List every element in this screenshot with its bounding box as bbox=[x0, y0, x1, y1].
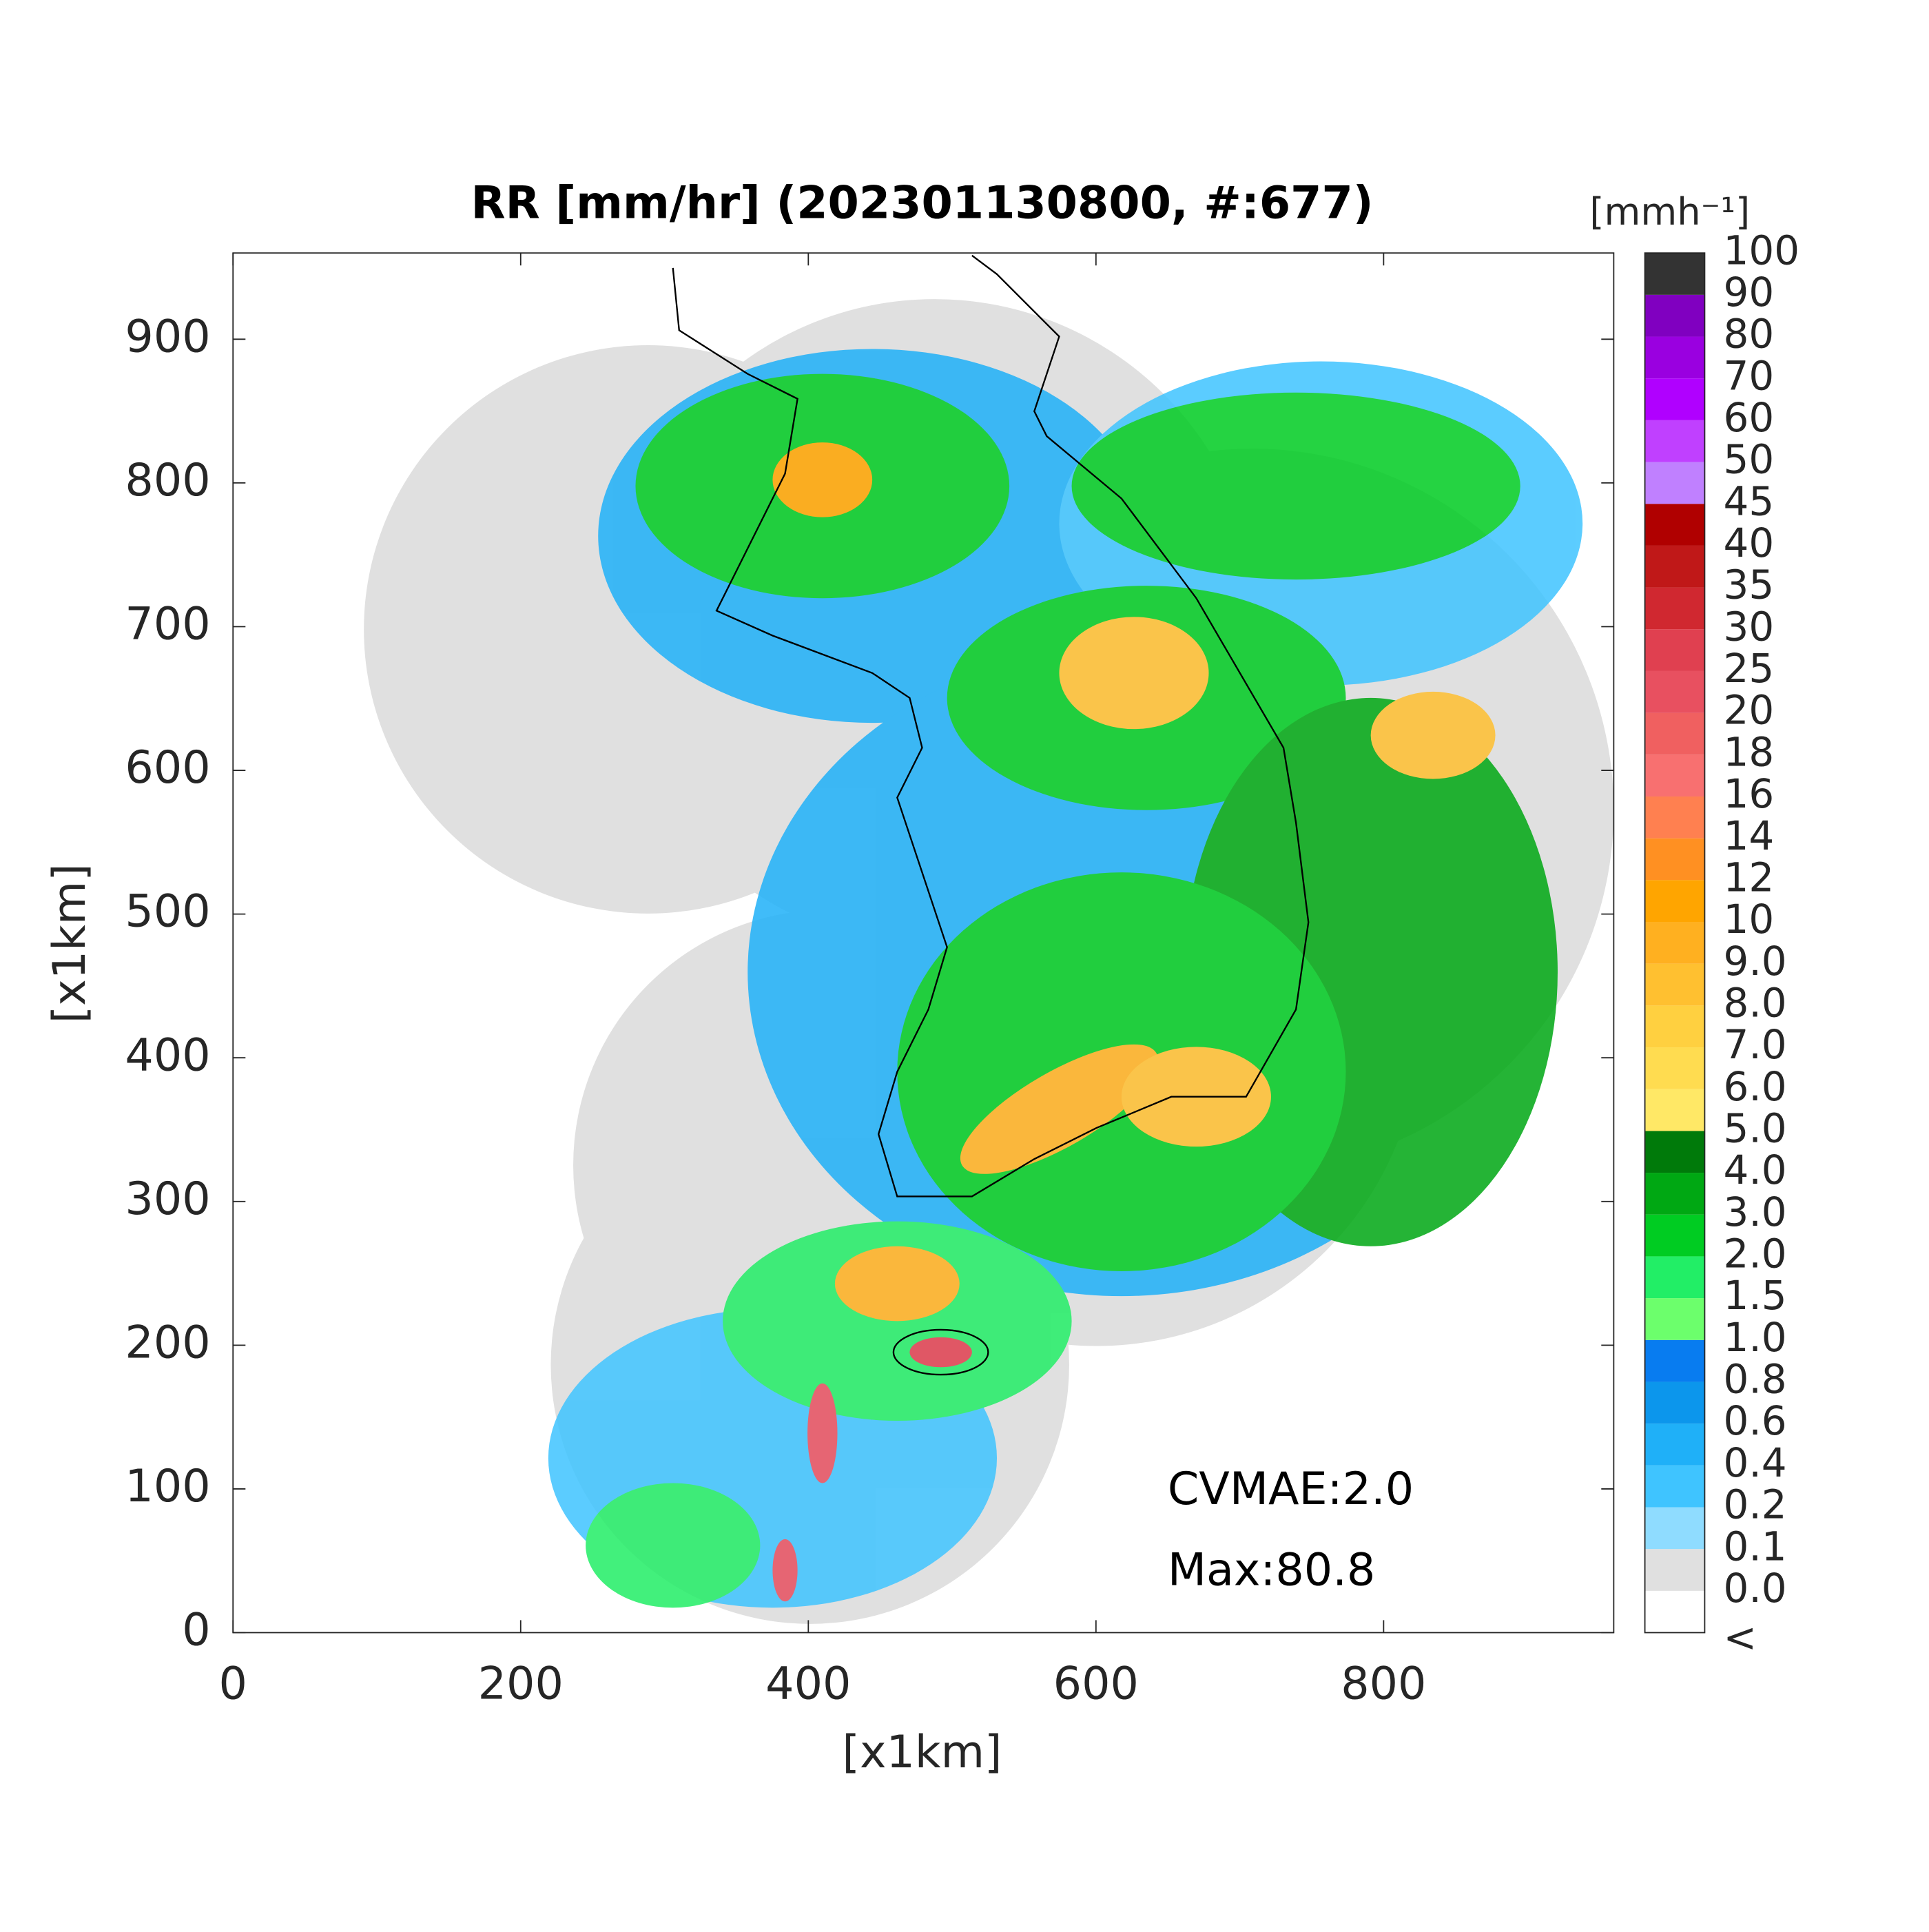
colorbar-tick-label: 18 bbox=[1724, 728, 1775, 775]
colorbar-band bbox=[1644, 1465, 1705, 1508]
colorbar-band bbox=[1644, 1131, 1705, 1173]
y-tick-label: 700 bbox=[125, 599, 210, 650]
colorbar-band bbox=[1644, 670, 1705, 713]
colorbar-band bbox=[1644, 922, 1705, 964]
colorbar-band bbox=[1644, 1590, 1705, 1633]
colorbar-tick-label: 70 bbox=[1724, 352, 1775, 399]
colorbar-band bbox=[1644, 838, 1705, 881]
colorbar-band bbox=[1644, 253, 1705, 295]
annotation: Max:80.8 bbox=[1168, 1545, 1376, 1596]
colorbar-band bbox=[1644, 1214, 1705, 1257]
colorbar-band bbox=[1644, 420, 1705, 462]
y-tick-label: 800 bbox=[125, 455, 210, 506]
colorbar-band bbox=[1644, 378, 1705, 420]
colorbar-tick-label: 1.5 bbox=[1724, 1272, 1787, 1319]
colorbar-tick-label: 35 bbox=[1724, 562, 1775, 608]
colorbar-band bbox=[1644, 1298, 1705, 1340]
colorbar-band bbox=[1644, 1005, 1705, 1048]
colorbar-tick-label: 20 bbox=[1724, 687, 1775, 734]
colorbar-tick-label: 0.6 bbox=[1724, 1397, 1787, 1444]
x-tick-label: 200 bbox=[478, 1658, 564, 1709]
y-tick-label: 500 bbox=[125, 886, 210, 938]
colorbar-band bbox=[1644, 754, 1705, 797]
x-tick-label: 800 bbox=[1341, 1658, 1426, 1709]
colorbar-tick-label: 40 bbox=[1724, 520, 1775, 566]
y-tick-label: 200 bbox=[125, 1317, 210, 1368]
colorbar-tick-label: 45 bbox=[1724, 477, 1775, 524]
colorbar-band bbox=[1644, 880, 1705, 923]
colorbar-tick-label: 3.0 bbox=[1724, 1189, 1787, 1235]
colorbar-tick-label: 16 bbox=[1724, 770, 1775, 817]
colorbar-band bbox=[1644, 1173, 1705, 1215]
x-axis-label: [x1km] bbox=[843, 1727, 1002, 1778]
colorbar-band bbox=[1644, 963, 1705, 1006]
y-tick-label: 400 bbox=[125, 1029, 210, 1081]
colorbar-band bbox=[1644, 629, 1705, 671]
colorbar-band bbox=[1644, 712, 1705, 755]
y-tick-label: 0 bbox=[182, 1605, 210, 1656]
colorbar-tick-label: 0.8 bbox=[1724, 1356, 1787, 1403]
colorbar-band bbox=[1644, 1089, 1705, 1131]
colorbar-tick-label: 2.0 bbox=[1724, 1231, 1787, 1277]
colorbar-tick-label: 10 bbox=[1724, 896, 1775, 943]
colorbar-tick-label: 0.1 bbox=[1724, 1523, 1787, 1570]
annotation: CVMAE:2.0 bbox=[1168, 1463, 1414, 1515]
rain-echoes bbox=[548, 349, 1583, 1608]
colorbar-label: [mmh⁻¹] bbox=[1589, 190, 1750, 234]
colorbar-tick-label: 90 bbox=[1724, 269, 1775, 316]
colorbar-tick-label: 8.0 bbox=[1724, 979, 1787, 1026]
colorbar-band bbox=[1644, 1381, 1705, 1424]
colorbar-band bbox=[1644, 336, 1705, 379]
colorbar-tick-label: 25 bbox=[1724, 645, 1775, 692]
colorbar-tick-label: 0.4 bbox=[1724, 1439, 1787, 1486]
colorbar-tick-label: 1.0 bbox=[1724, 1314, 1787, 1361]
radar-field bbox=[364, 254, 1614, 1624]
colorbar-tick-label: 80 bbox=[1724, 311, 1775, 358]
x-tick-label: 600 bbox=[1053, 1658, 1139, 1709]
colorbar-tick-label: 50 bbox=[1724, 436, 1775, 483]
colorbar-band bbox=[1644, 1507, 1705, 1550]
colorbar-tick-label: 100 bbox=[1724, 227, 1799, 274]
colorbar-band bbox=[1644, 796, 1705, 839]
y-axis-label: [x1km] bbox=[44, 863, 96, 1023]
x-tick-label: 400 bbox=[765, 1658, 851, 1709]
colorbar-band bbox=[1644, 462, 1705, 504]
y-tick-label: 100 bbox=[125, 1461, 210, 1512]
colorbar-tick-label: 6.0 bbox=[1724, 1063, 1787, 1110]
colorbar-tick-label: 4.0 bbox=[1724, 1147, 1787, 1193]
x-tick-label: 0 bbox=[219, 1658, 247, 1709]
y-tick-label: 900 bbox=[125, 311, 210, 362]
colorbar-band bbox=[1644, 1339, 1705, 1382]
colorbar-band bbox=[1644, 1424, 1705, 1466]
colorbar-frame bbox=[1644, 252, 1706, 1634]
y-tick-label: 300 bbox=[125, 1173, 210, 1225]
colorbar-tick-label: 12 bbox=[1724, 854, 1775, 901]
colorbar-tick-label: 0.2 bbox=[1724, 1481, 1787, 1528]
colorbar-tick-label: 9.0 bbox=[1724, 938, 1787, 985]
colorbar-tick-label: 30 bbox=[1724, 603, 1775, 650]
colorbar-tick-label: 0.0 bbox=[1724, 1565, 1787, 1612]
colorbar-band bbox=[1644, 294, 1705, 337]
colorbar-band bbox=[1644, 1047, 1705, 1089]
colorbar-band bbox=[1644, 1549, 1705, 1591]
coastline bbox=[672, 254, 1310, 1376]
colorbar-band bbox=[1644, 504, 1705, 546]
colorbar-band bbox=[1644, 545, 1705, 588]
colorbar-band bbox=[1644, 587, 1705, 630]
chart-title: RR [mm/hr] (202301130800, #:677) bbox=[471, 178, 1373, 229]
colorbar-tick-label: 14 bbox=[1724, 812, 1775, 859]
y-tick-label: 600 bbox=[125, 742, 210, 794]
colorbar-band bbox=[1644, 1256, 1705, 1299]
colorbar-tick-label: < bbox=[1724, 1614, 1757, 1661]
colorbar-tick-label: 7.0 bbox=[1724, 1021, 1787, 1068]
colorbar-tick-label: 5.0 bbox=[1724, 1105, 1787, 1152]
plot-frame bbox=[232, 252, 1615, 1634]
colorbar-tick-label: 60 bbox=[1724, 394, 1775, 441]
